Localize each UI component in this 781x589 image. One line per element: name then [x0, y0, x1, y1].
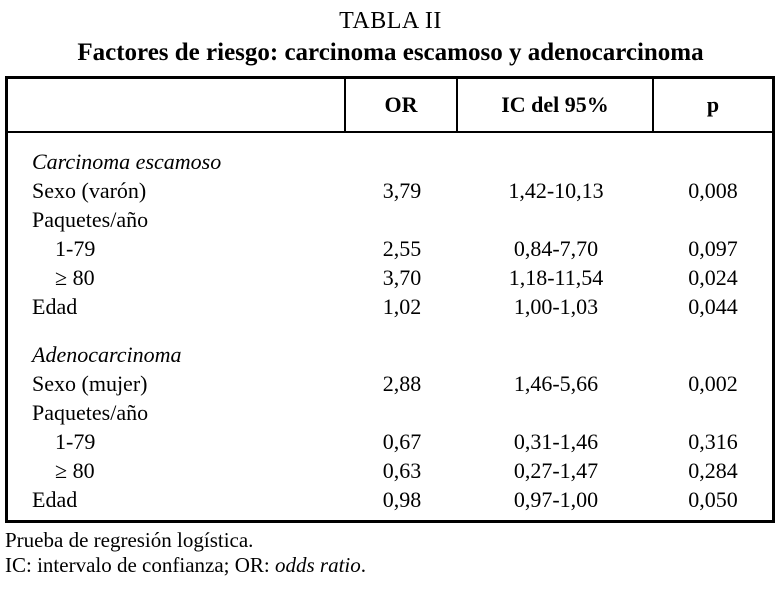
row-p-value: 0,002	[688, 371, 738, 396]
row-ic-value: 1,42-10,13	[508, 178, 604, 203]
row-p-value	[654, 398, 772, 427]
row-or-value: 3,79	[382, 178, 422, 203]
footnote-method: Prueba de regresión logística.	[5, 528, 254, 552]
row-label: ≥ 80	[55, 458, 95, 483]
table-row-edad: Edad 0,98 0,97-1,00 0,050	[8, 485, 772, 514]
row-p-value	[654, 340, 772, 369]
table-row-1-79: 1-79 0,67 0,31-1,46 0,316	[8, 427, 772, 456]
row-ic-value	[458, 147, 654, 176]
header-p: p	[706, 92, 720, 117]
row-label: Sexo (varón)	[32, 178, 147, 203]
row-or-value	[346, 340, 458, 369]
table-row-gte-80: ≥ 80 0,63 0,27-1,47 0,284	[8, 456, 772, 485]
table-row-section-escamoso: Carcinoma escamoso	[8, 147, 772, 176]
row-or-value: 1,02	[382, 294, 422, 319]
row-or-value	[346, 398, 458, 427]
row-label: Paquetes/año	[32, 207, 149, 232]
row-or-value: 2,88	[382, 371, 422, 396]
table-row-gte-80: ≥ 80 3,70 1,18-11,54 0,024	[8, 263, 772, 292]
table-header-row: OR IC del 95% p	[8, 79, 772, 133]
row-label: Paquetes/año	[32, 400, 149, 425]
paper-table-page: TABLA II Factores de riesgo: carcinoma e…	[0, 6, 781, 589]
footnote-abbrev-prefix: IC: intervalo de confianza; OR:	[5, 553, 275, 577]
table-row-sexo-varon: Sexo (varón) 3,79 1,42-10,13 0,008	[8, 176, 772, 205]
row-p-value	[654, 205, 772, 234]
header-or: OR	[346, 79, 458, 131]
table-row-paquetes-ano: Paquetes/año	[8, 205, 772, 234]
row-p-value: 0,050	[688, 487, 738, 512]
row-label: ≥ 80	[55, 265, 95, 290]
row-label: 1-79	[55, 236, 96, 261]
footnote-abbreviations: IC: intervalo de confianza; OR: odds rat…	[5, 553, 781, 578]
row-label: Carcinoma escamoso	[32, 149, 222, 174]
row-ic-value: 1,18-11,54	[508, 265, 604, 290]
table-row-edad: Edad 1,02 1,00-1,03 0,044	[8, 292, 772, 321]
table-footnotes: Prueba de regresión logística. IC: inter…	[5, 528, 781, 578]
row-or-value	[346, 205, 458, 234]
row-ic-value	[458, 205, 654, 234]
row-ic-value: 0,27-1,47	[513, 458, 599, 483]
table-row-paquetes-ano: Paquetes/año	[8, 398, 772, 427]
row-or-value: 3,70	[382, 265, 422, 290]
table-row-1-79: 1-79 2,55 0,84-7,70 0,097	[8, 234, 772, 263]
header-factor	[8, 79, 346, 131]
table-body: Carcinoma escamoso Sexo (varón) 3,79 1,4…	[8, 133, 772, 520]
row-or-value: 0,98	[382, 487, 422, 512]
header-ic: IC del 95%	[458, 79, 654, 131]
row-ic-value	[458, 340, 654, 369]
row-ic-value	[458, 398, 654, 427]
row-or-value: 2,55	[382, 236, 422, 261]
row-label: Adenocarcinoma	[32, 342, 182, 367]
data-table: OR IC del 95% p Carcinoma escamoso Sexo …	[5, 76, 775, 523]
table-row-section-adenocarcinoma: Adenocarcinoma	[8, 340, 772, 369]
row-p-value: 0,284	[688, 458, 738, 483]
row-ic-value: 1,46-5,66	[513, 371, 599, 396]
row-ic-value: 0,31-1,46	[513, 429, 599, 454]
row-p-value: 0,008	[688, 178, 738, 203]
row-label: Sexo (mujer)	[32, 371, 148, 396]
footnote-abbrev-italic: odds ratio	[275, 553, 361, 577]
row-p-value	[654, 147, 772, 176]
row-p-value: 0,316	[688, 429, 738, 454]
table-subtitle: Factores de riesgo: carcinoma escamoso y…	[77, 39, 704, 66]
row-p-value: 0,097	[688, 236, 738, 261]
row-p-value: 0,044	[688, 294, 738, 319]
row-ic-value: 0,97-1,00	[513, 487, 599, 512]
row-or-value: 0,67	[382, 429, 422, 454]
row-ic-value: 0,84-7,70	[513, 236, 599, 261]
row-label: Edad	[32, 294, 78, 319]
row-ic-value: 1,00-1,03	[513, 294, 599, 319]
row-or-value	[346, 147, 458, 176]
row-or-value: 0,63	[382, 458, 422, 483]
row-label: 1-79	[55, 429, 96, 454]
table-row-sexo-mujer: Sexo (mujer) 2,88 1,46-5,66 0,002	[8, 369, 772, 398]
row-label: Edad	[32, 487, 78, 512]
footnote-abbrev-suffix: .	[360, 553, 367, 577]
row-p-value: 0,024	[688, 265, 738, 290]
table-number-title: TABLA II	[339, 8, 442, 34]
